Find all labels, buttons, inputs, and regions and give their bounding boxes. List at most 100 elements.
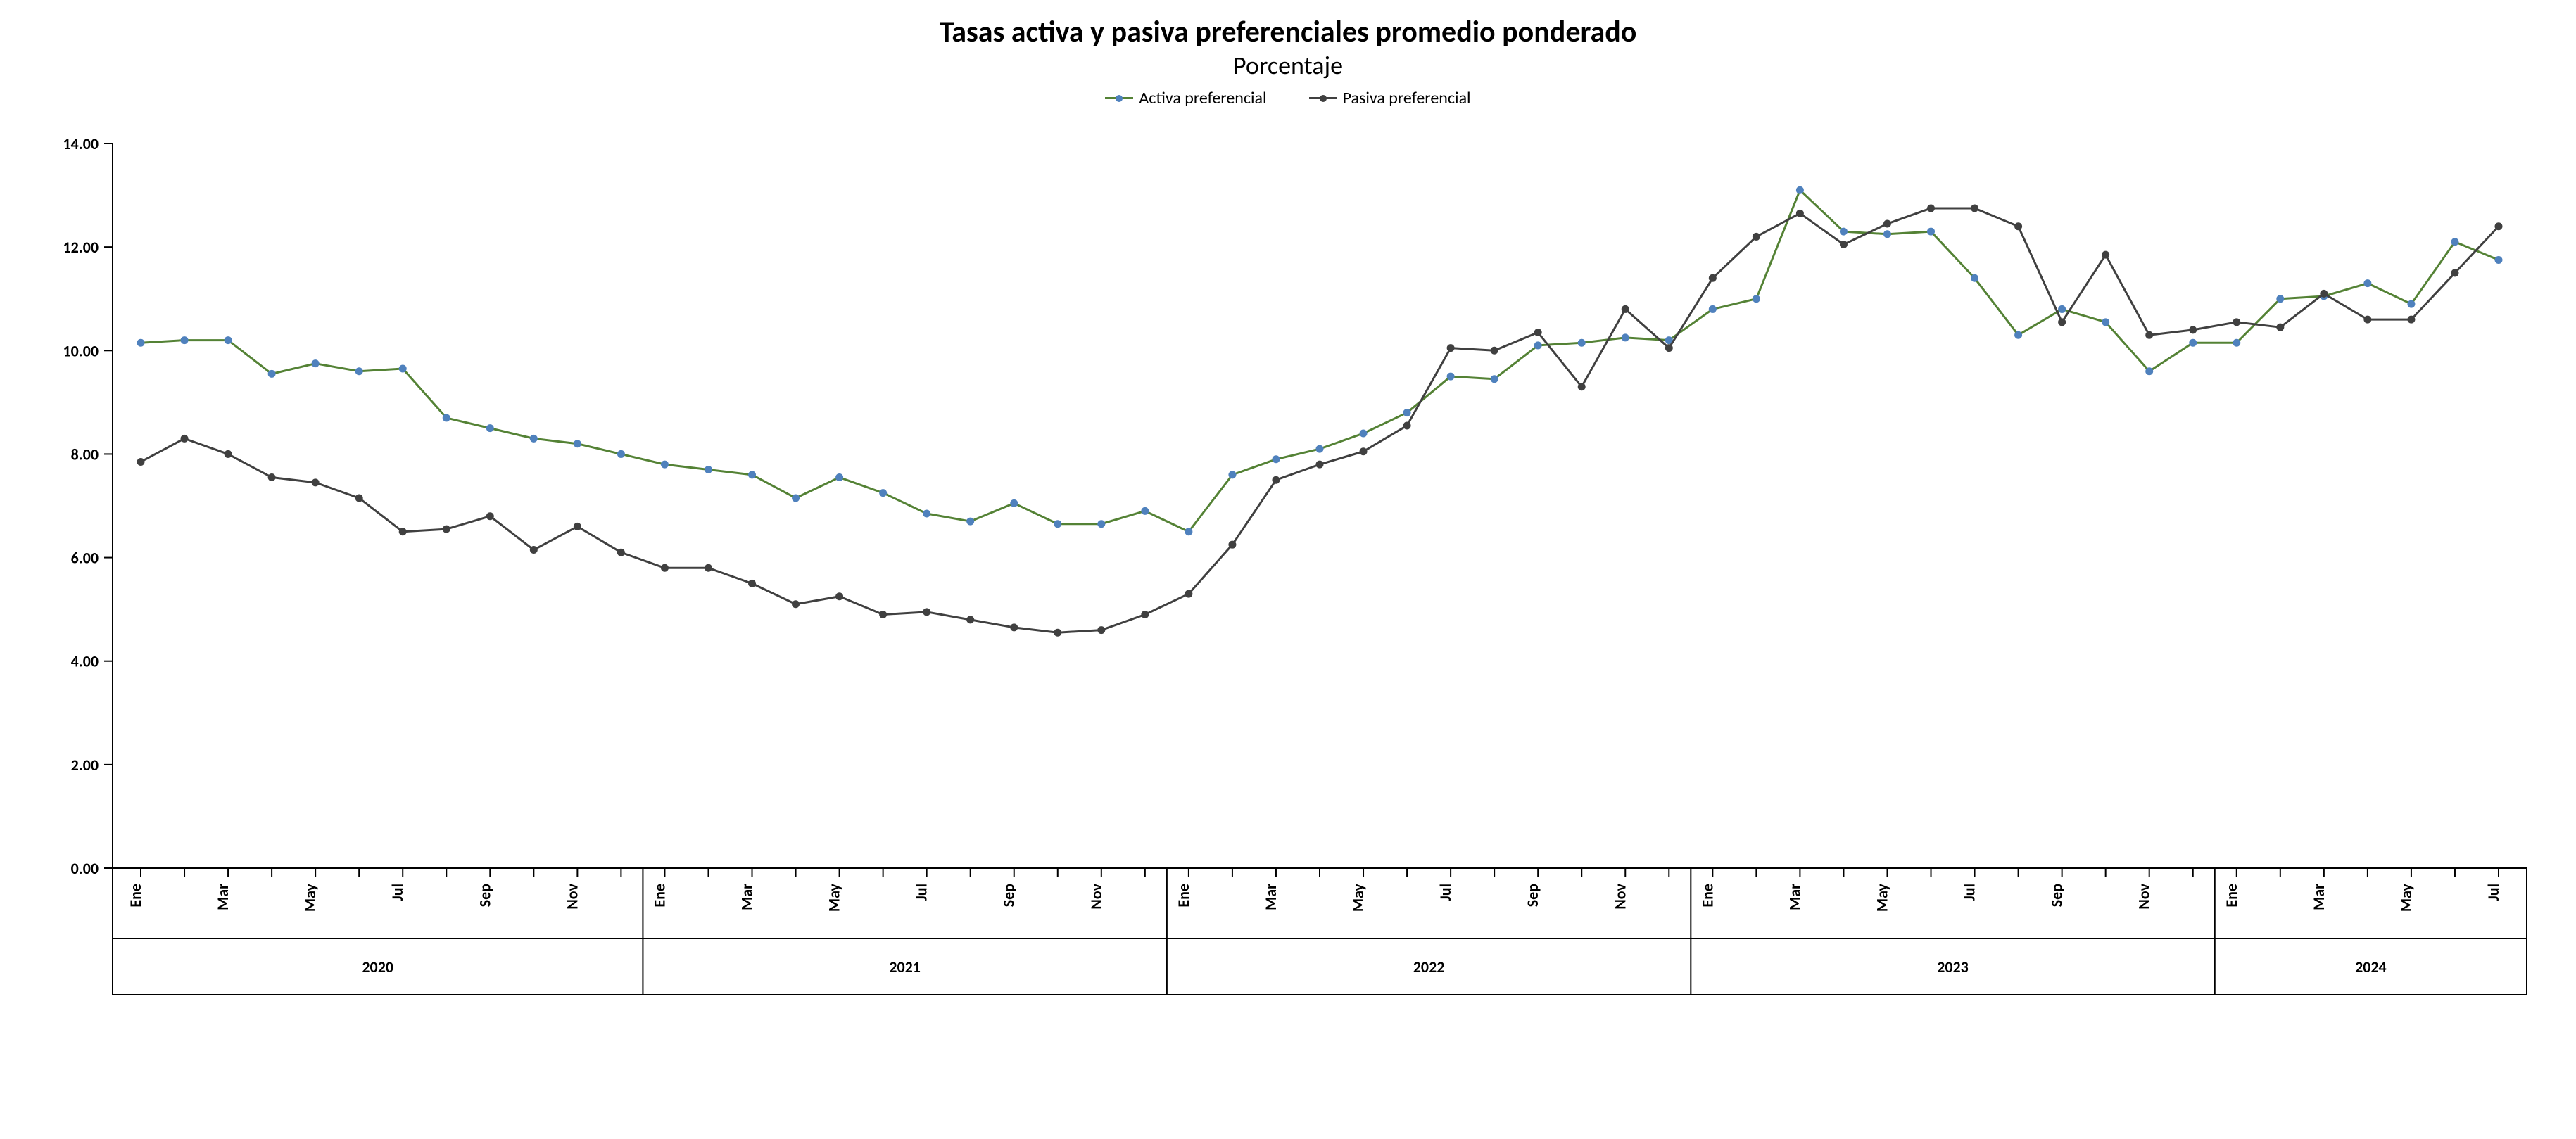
series-marker <box>1142 611 1149 618</box>
y-tick-label: 6.00 <box>71 549 99 568</box>
x-month-label: Jul <box>1960 884 1979 901</box>
series-marker <box>1971 205 1978 212</box>
series-marker <box>574 440 581 447</box>
series-marker <box>574 523 581 530</box>
series-marker <box>1273 456 1280 463</box>
series-marker <box>2277 324 2284 331</box>
series-marker <box>1054 521 1061 528</box>
x-month-label: May <box>825 883 844 912</box>
series-marker <box>1316 461 1323 468</box>
series-marker <box>1447 345 1454 352</box>
series-marker <box>1316 445 1323 452</box>
x-month-label: Ene <box>1698 884 1717 908</box>
series-marker <box>1142 507 1149 514</box>
series-marker <box>399 528 406 535</box>
series-marker <box>880 490 887 497</box>
x-month-label: Nov <box>1610 883 1629 909</box>
series-marker <box>1185 590 1192 597</box>
legend-item-activa: Activa preferencial <box>1105 88 1266 108</box>
x-month-label: May <box>1349 883 1368 912</box>
series-marker <box>312 360 319 367</box>
x-month-label: Nov <box>2135 883 2154 909</box>
series-marker <box>1229 541 1236 548</box>
series-marker <box>1447 373 1454 380</box>
series-marker <box>1403 422 1410 429</box>
series-marker <box>1491 347 1498 354</box>
legend-swatch-activa <box>1105 91 1133 106</box>
series-marker <box>793 495 800 502</box>
x-month-label: Jul <box>2484 884 2503 901</box>
series-marker <box>1098 521 1105 528</box>
series-marker <box>1360 448 1367 455</box>
x-month-label: Jul <box>1436 884 1455 901</box>
series-marker <box>1928 205 1935 212</box>
series-marker <box>1011 499 1018 507</box>
series-marker <box>617 549 624 556</box>
series-marker <box>1011 624 1018 631</box>
series-marker <box>793 601 800 608</box>
x-month-label: Ene <box>2222 884 2241 908</box>
series-marker <box>1665 345 1672 352</box>
series-line <box>141 208 2499 632</box>
y-tick-label: 12.00 <box>63 238 99 257</box>
series-marker <box>486 513 493 520</box>
series-marker <box>2059 305 2066 312</box>
y-tick-label: 2.00 <box>71 756 99 775</box>
legend-label-activa: Activa preferencial <box>1139 88 1266 108</box>
series-marker <box>1840 241 1847 248</box>
x-month-label: Nov <box>1087 883 1106 909</box>
series-marker <box>1928 228 1935 235</box>
series-marker <box>1753 295 1760 303</box>
series-marker <box>1883 220 1890 227</box>
series-marker <box>1403 409 1410 416</box>
series-marker <box>530 547 537 554</box>
series-marker <box>530 435 537 442</box>
series-marker <box>1491 376 1498 383</box>
series-marker <box>923 609 930 616</box>
x-month-label: May <box>1872 883 1891 912</box>
year-label: 2023 <box>1937 957 1969 976</box>
x-month-label: Jul <box>388 884 407 901</box>
x-month-label: Sep <box>2047 884 2066 907</box>
series-marker <box>2321 290 2328 297</box>
series-marker <box>137 339 144 346</box>
series-marker <box>705 466 712 473</box>
series-marker <box>967 518 974 525</box>
series-marker <box>1273 476 1280 483</box>
series-marker <box>1883 231 1890 238</box>
series-marker <box>923 510 930 517</box>
series-marker <box>2233 339 2240 346</box>
series-marker <box>1229 471 1236 478</box>
series-marker <box>2015 331 2022 338</box>
series-marker <box>2190 326 2197 333</box>
x-month-label: Sep <box>1523 884 1542 907</box>
series-marker <box>836 474 843 481</box>
y-tick-label: 0.00 <box>71 859 99 878</box>
series-marker <box>661 564 668 571</box>
y-tick-label: 8.00 <box>71 445 99 464</box>
series-marker <box>2408 316 2415 323</box>
series-marker <box>1796 210 1803 217</box>
series-marker <box>1578 383 1585 390</box>
series-marker <box>2408 300 2415 307</box>
x-month-label: Ene <box>650 884 669 908</box>
y-tick-label: 10.00 <box>63 341 99 360</box>
series-marker <box>355 495 362 502</box>
series-marker <box>617 450 624 457</box>
x-month-label: Mar <box>213 884 232 910</box>
series-marker <box>2190 339 2197 346</box>
x-month-label: May <box>301 883 320 912</box>
x-month-label: Nov <box>562 883 581 909</box>
series-marker <box>181 435 188 442</box>
series-marker <box>1796 186 1803 193</box>
series-marker <box>486 425 493 432</box>
x-month-label: Jul <box>912 884 931 901</box>
series-marker <box>2102 251 2109 258</box>
series-marker <box>137 458 144 465</box>
series-marker <box>1709 305 1716 312</box>
series-marker <box>1622 334 1629 341</box>
year-label: 2020 <box>362 957 393 976</box>
series-marker <box>1753 233 1760 240</box>
series-marker <box>2146 331 2153 338</box>
x-month-label: Sep <box>999 884 1018 907</box>
